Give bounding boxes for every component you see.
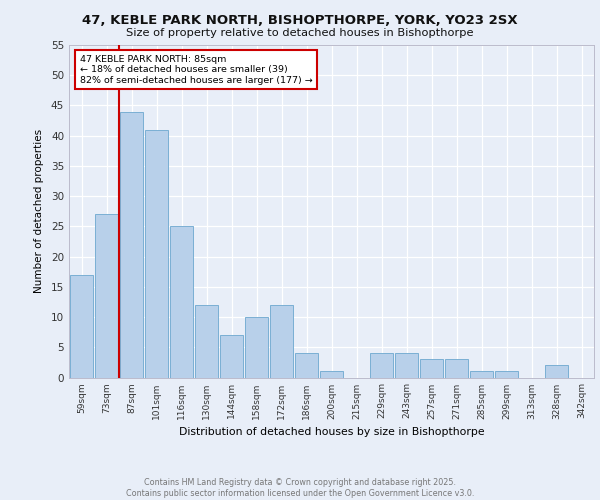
Bar: [95, 214, 118, 378]
Bar: [170, 226, 193, 378]
Bar: [295, 354, 318, 378]
Bar: [395, 354, 418, 378]
Bar: [420, 360, 443, 378]
Bar: [270, 305, 293, 378]
Bar: [370, 354, 393, 378]
Bar: [470, 372, 493, 378]
Bar: [320, 372, 343, 378]
Bar: [245, 317, 268, 378]
Bar: [545, 366, 568, 378]
Bar: [120, 112, 143, 378]
Text: 47, KEBLE PARK NORTH, BISHOPTHORPE, YORK, YO23 2SX: 47, KEBLE PARK NORTH, BISHOPTHORPE, YORK…: [82, 14, 518, 27]
Bar: [445, 360, 468, 378]
Bar: [195, 305, 218, 378]
Text: Size of property relative to detached houses in Bishopthorpe: Size of property relative to detached ho…: [126, 28, 474, 38]
Bar: [70, 274, 93, 378]
Bar: [495, 372, 518, 378]
Text: Contains HM Land Registry data © Crown copyright and database right 2025.
Contai: Contains HM Land Registry data © Crown c…: [126, 478, 474, 498]
X-axis label: Distribution of detached houses by size in Bishopthorpe: Distribution of detached houses by size …: [179, 427, 484, 437]
Text: 47 KEBLE PARK NORTH: 85sqm
← 18% of detached houses are smaller (39)
82% of semi: 47 KEBLE PARK NORTH: 85sqm ← 18% of deta…: [79, 55, 312, 85]
Bar: [220, 335, 243, 378]
Y-axis label: Number of detached properties: Number of detached properties: [34, 129, 44, 294]
Bar: [145, 130, 168, 378]
